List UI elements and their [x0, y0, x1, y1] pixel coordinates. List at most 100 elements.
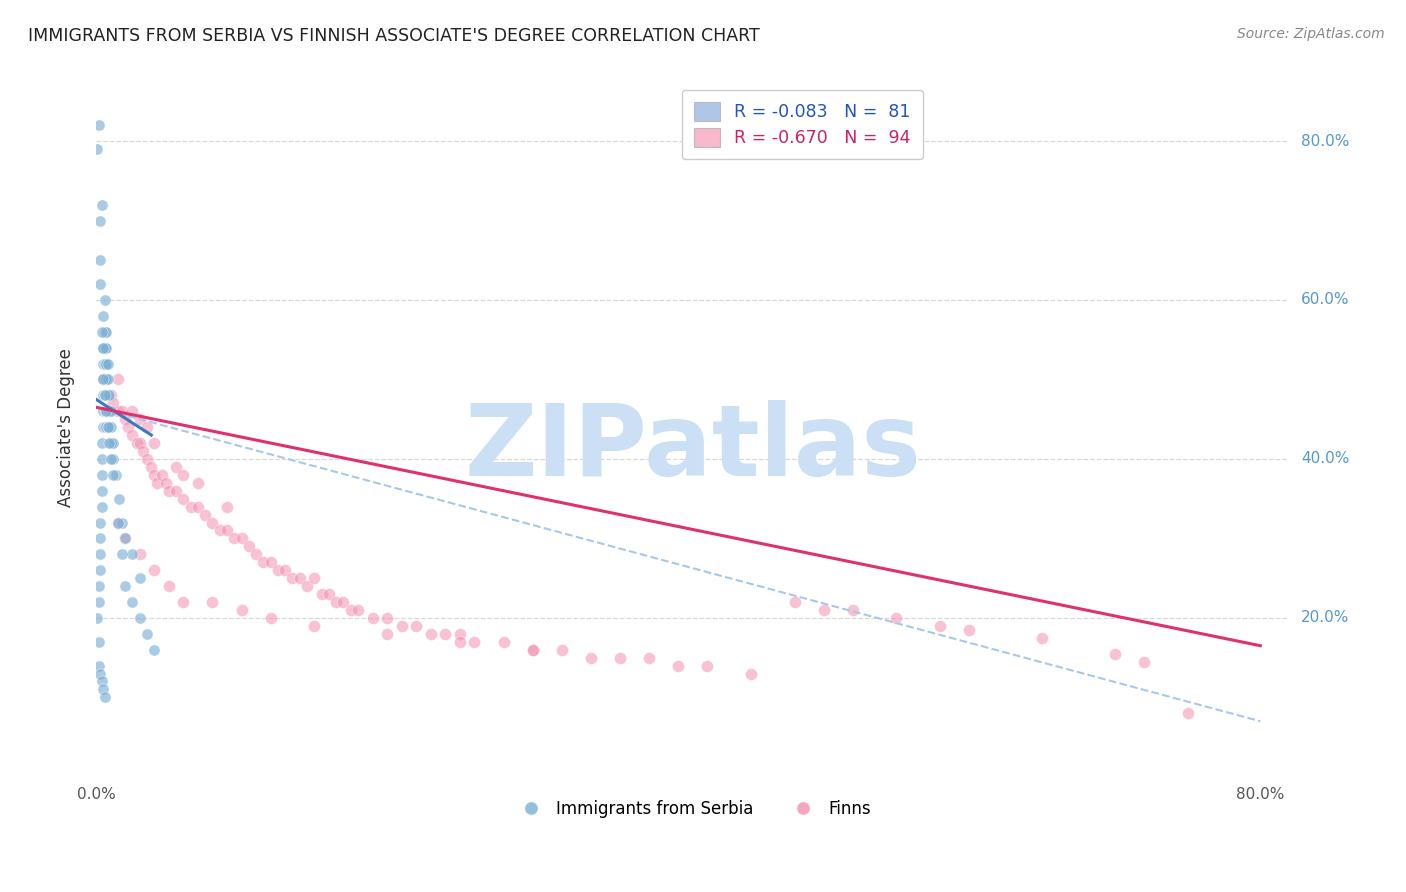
- Point: [90, 452, 112, 467]
- Point: [318, 587, 340, 601]
- Point: [288, 571, 311, 585]
- Point: [103, 467, 125, 482]
- Point: [87, 634, 110, 648]
- Point: [98, 388, 121, 402]
- Text: 80.0%: 80.0%: [1302, 134, 1350, 149]
- Point: [93, 404, 115, 418]
- Point: [111, 404, 134, 418]
- Point: [252, 555, 274, 569]
- Point: [245, 547, 267, 561]
- Point: [96, 325, 118, 339]
- Point: [96, 372, 118, 386]
- Point: [91, 309, 114, 323]
- Point: [813, 603, 835, 617]
- Point: [97, 388, 120, 402]
- Point: [108, 491, 131, 506]
- Point: [187, 475, 209, 490]
- Point: [260, 555, 283, 569]
- Point: [91, 388, 114, 402]
- Point: [339, 603, 361, 617]
- Point: [86, 611, 108, 625]
- Point: [96, 388, 118, 402]
- Point: [93, 325, 115, 339]
- Point: [93, 372, 115, 386]
- Point: [87, 118, 110, 132]
- Point: [91, 420, 114, 434]
- Point: [93, 293, 115, 307]
- Point: [107, 372, 129, 386]
- Point: [89, 666, 111, 681]
- Point: [97, 420, 120, 434]
- Point: [103, 396, 125, 410]
- Point: [97, 372, 120, 386]
- Point: [117, 420, 139, 434]
- Point: [419, 627, 441, 641]
- Point: [111, 516, 134, 530]
- Point: [325, 595, 347, 609]
- Point: [180, 500, 202, 514]
- Point: [375, 627, 398, 641]
- Point: [100, 420, 122, 434]
- Point: [281, 571, 304, 585]
- Point: [434, 627, 457, 641]
- Point: [740, 666, 762, 681]
- Point: [91, 682, 114, 697]
- Point: [90, 467, 112, 482]
- Point: [886, 611, 908, 625]
- Point: [96, 420, 118, 434]
- Point: [238, 540, 260, 554]
- Point: [375, 611, 398, 625]
- Point: [155, 475, 177, 490]
- Point: [311, 587, 333, 601]
- Point: [87, 595, 110, 609]
- Point: [128, 547, 150, 561]
- Point: [492, 634, 515, 648]
- Point: [361, 611, 384, 625]
- Text: 20.0%: 20.0%: [1302, 610, 1350, 625]
- Point: [100, 404, 122, 418]
- Point: [187, 500, 209, 514]
- Point: [90, 436, 112, 450]
- Point: [89, 213, 111, 227]
- Point: [231, 603, 253, 617]
- Point: [96, 357, 118, 371]
- Point: [143, 642, 166, 657]
- Point: [121, 428, 143, 442]
- Text: IMMIGRANTS FROM SERBIA VS FINNISH ASSOCIATE'S DEGREE CORRELATION CHART: IMMIGRANTS FROM SERBIA VS FINNISH ASSOCI…: [28, 27, 759, 45]
- Point: [579, 650, 602, 665]
- Point: [89, 547, 111, 561]
- Point: [98, 420, 121, 434]
- Point: [128, 571, 150, 585]
- Point: [96, 404, 118, 418]
- Point: [551, 642, 574, 657]
- Point: [128, 412, 150, 426]
- Point: [208, 524, 231, 538]
- Point: [90, 483, 112, 498]
- Point: [121, 595, 143, 609]
- Point: [89, 516, 111, 530]
- Point: [93, 341, 115, 355]
- Text: 40.0%: 40.0%: [1302, 451, 1350, 467]
- Point: [201, 516, 224, 530]
- Point: [128, 611, 150, 625]
- Point: [449, 627, 471, 641]
- Point: [91, 341, 114, 355]
- Point: [274, 563, 297, 577]
- Point: [957, 623, 980, 637]
- Point: [842, 603, 865, 617]
- Point: [89, 563, 111, 577]
- Point: [522, 642, 544, 657]
- Text: ZIPatlas: ZIPatlas: [464, 400, 921, 497]
- Point: [89, 277, 111, 291]
- Point: [93, 690, 115, 705]
- Point: [267, 563, 290, 577]
- Point: [165, 459, 187, 474]
- Point: [157, 483, 180, 498]
- Point: [121, 547, 143, 561]
- Point: [157, 579, 180, 593]
- Point: [93, 357, 115, 371]
- Point: [93, 420, 115, 434]
- Point: [638, 650, 661, 665]
- Point: [696, 658, 718, 673]
- Point: [90, 500, 112, 514]
